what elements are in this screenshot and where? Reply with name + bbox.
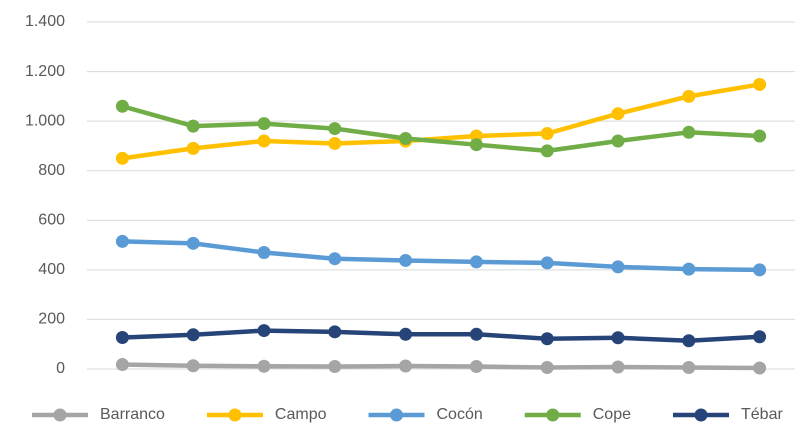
legend-label: Tébar <box>741 406 783 423</box>
data-point <box>399 131 413 145</box>
legend-label: Cope <box>593 406 631 423</box>
data-point <box>115 151 129 165</box>
data-point <box>186 328 200 342</box>
y-tick-label: 1.000 <box>25 112 65 129</box>
legend-marker <box>390 408 403 422</box>
data-point <box>682 361 696 375</box>
data-point <box>115 234 129 248</box>
data-point <box>611 107 625 121</box>
data-point <box>257 246 271 260</box>
data-point <box>540 361 554 375</box>
data-point <box>257 359 271 373</box>
data-point <box>257 117 271 131</box>
y-tick-label: 400 <box>38 261 65 278</box>
data-point <box>682 89 696 103</box>
series-line <box>122 82 760 161</box>
y-tick-label: 0 <box>56 360 65 377</box>
data-point <box>540 332 554 346</box>
data-point <box>257 324 271 338</box>
data-point <box>328 325 342 339</box>
data-point <box>469 360 483 374</box>
data-point <box>469 255 483 269</box>
data-point <box>328 360 342 374</box>
data-point <box>611 360 625 374</box>
data-point <box>328 136 342 150</box>
data-point <box>115 331 129 345</box>
legend-label: Cocón <box>437 406 483 423</box>
data-point <box>753 361 767 375</box>
y-tick-label: 1.200 <box>25 63 65 80</box>
data-point <box>682 262 696 276</box>
data-point <box>753 77 767 91</box>
data-point <box>399 359 413 373</box>
y-tick-label: 200 <box>38 311 65 328</box>
data-point <box>186 236 200 250</box>
series-line <box>122 362 760 371</box>
legend-label: Barranco <box>100 406 165 423</box>
data-point <box>469 327 483 341</box>
legend-marker <box>694 408 708 422</box>
legend-marker <box>53 408 67 422</box>
data-point <box>186 141 200 155</box>
data-point <box>186 119 200 133</box>
data-point <box>753 129 767 143</box>
data-point <box>399 253 413 267</box>
data-point <box>540 256 554 270</box>
y-tick-label: 600 <box>38 212 65 229</box>
data-point <box>115 99 129 113</box>
data-point <box>115 358 129 372</box>
series-line <box>121 104 760 154</box>
series-line <box>122 328 760 343</box>
data-point <box>399 327 413 341</box>
data-point <box>186 359 200 373</box>
data-point <box>682 334 696 348</box>
data-point <box>328 252 342 266</box>
y-tick-label: 1.400 <box>25 13 65 30</box>
data-point <box>328 122 342 136</box>
legend-label: Campo <box>275 406 327 423</box>
data-point <box>540 144 554 158</box>
data-point <box>611 134 625 148</box>
data-point <box>682 125 696 139</box>
data-point <box>469 138 483 152</box>
series-line <box>122 239 760 273</box>
legend-marker <box>546 408 560 422</box>
y-tick-label: 800 <box>38 162 65 179</box>
data-point <box>540 127 554 141</box>
data-point <box>611 260 625 274</box>
data-point <box>257 134 271 148</box>
data-point <box>753 263 767 277</box>
data-point <box>611 331 625 345</box>
legend-marker <box>228 408 242 422</box>
data-point <box>753 330 767 344</box>
